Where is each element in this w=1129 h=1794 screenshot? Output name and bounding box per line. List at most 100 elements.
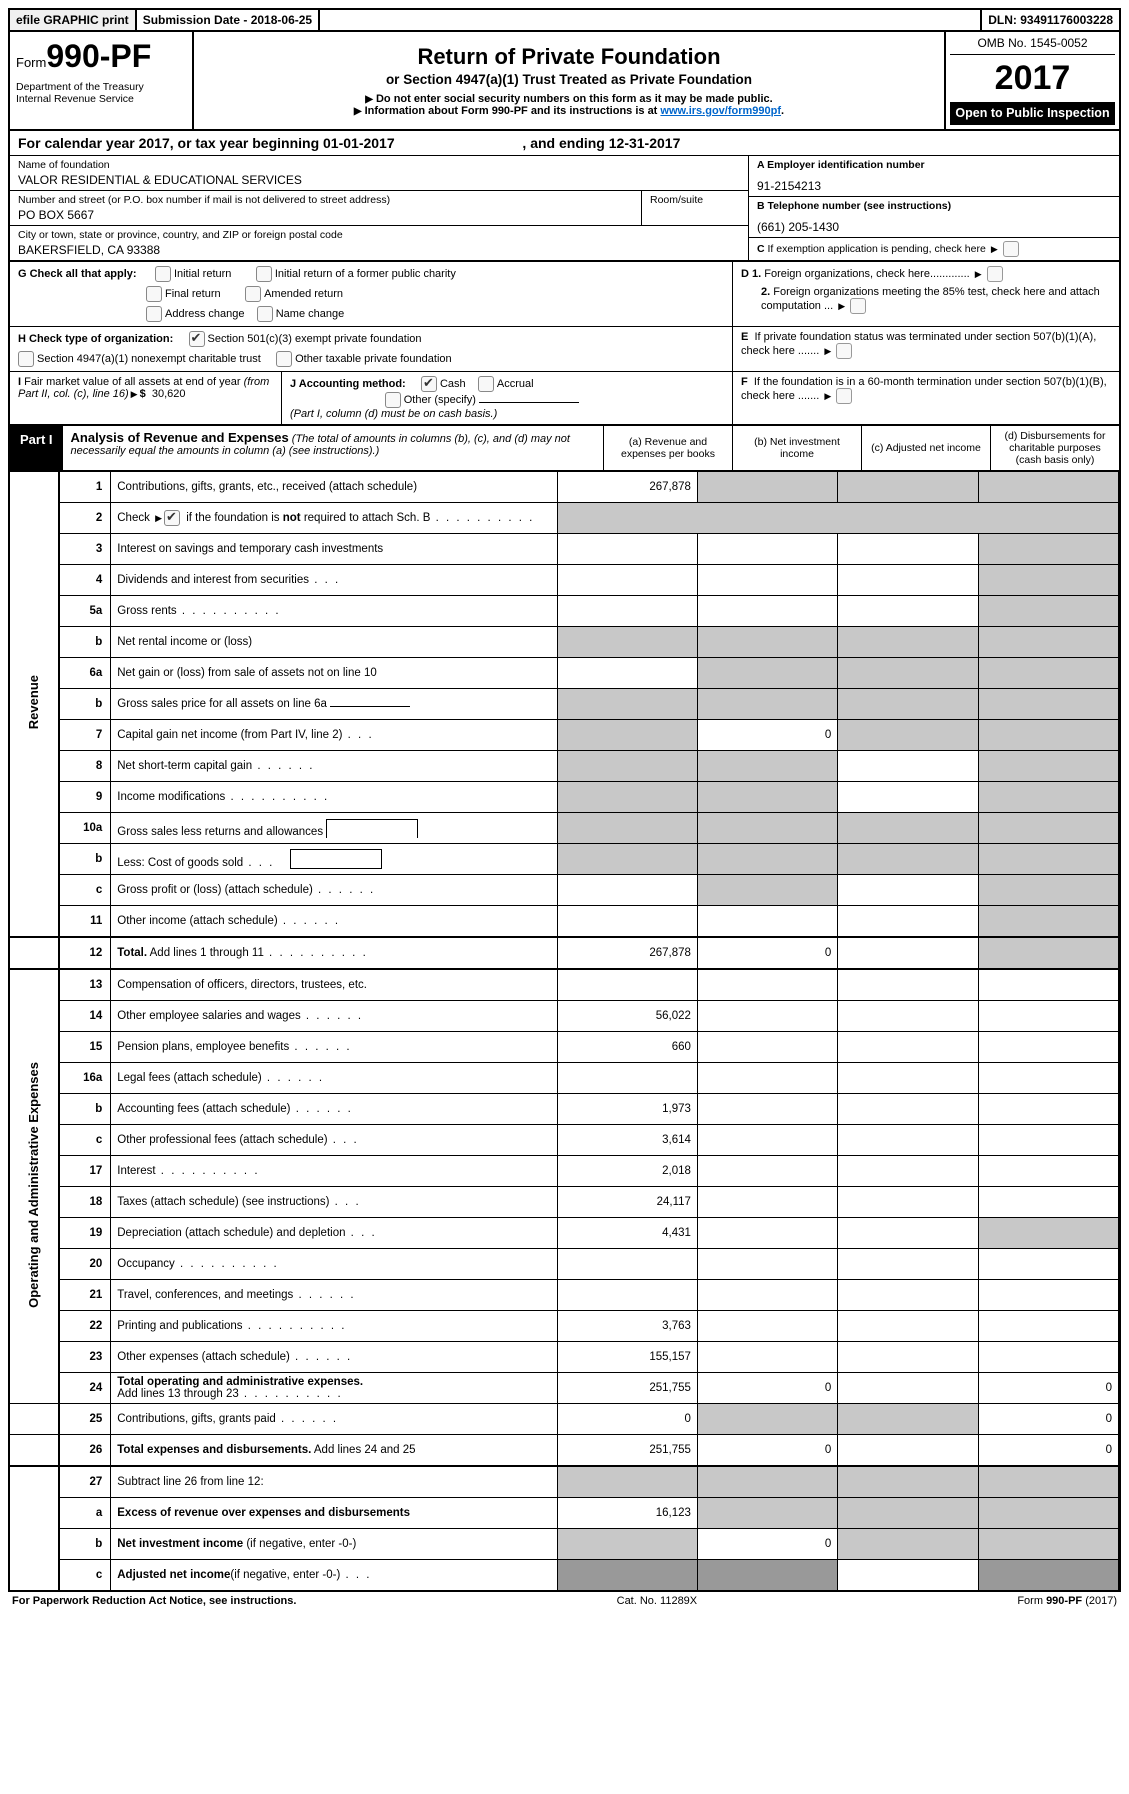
table-row: 16a Legal fees (attach schedule) — [10, 1063, 1119, 1094]
h-section: H Check type of organization: Section 50… — [10, 327, 733, 371]
schb-checkbox[interactable] — [164, 510, 180, 526]
h-4947-checkbox[interactable] — [18, 351, 34, 367]
address-row: Number and street (or P.O. box number if… — [10, 191, 748, 226]
revenue-vlabel: Revenue — [10, 472, 59, 937]
i-dollar: $ — [140, 388, 146, 400]
desc: Gross rents — [111, 596, 557, 627]
h-501c3-checkbox[interactable] — [189, 331, 205, 347]
arrow-icon — [354, 105, 365, 117]
ln: 10a — [59, 813, 111, 844]
irs-link[interactable]: www.irs.gov/form990pf — [660, 105, 781, 117]
form-number: 990-PF — [46, 38, 151, 74]
desc: Income modifications — [111, 782, 557, 813]
form-title: Return of Private Foundation — [198, 44, 940, 70]
desc: Less: Cost of goods sold — [111, 844, 557, 875]
j-accrual-checkbox[interactable] — [478, 376, 494, 392]
col-c-head: (c) Adjusted net income — [862, 426, 991, 470]
j-cash-checkbox[interactable] — [421, 376, 437, 392]
table-row: 19 Depreciation (attach schedule) and de… — [10, 1218, 1119, 1249]
desc: Other income (attach schedule) — [111, 906, 557, 938]
table-row: 27 Subtract line 26 from line 12: — [10, 1466, 1119, 1498]
table-row: c Other professional fees (attach schedu… — [10, 1125, 1119, 1156]
table-row: 7 Capital gain net income (from Part IV,… — [10, 720, 1119, 751]
arrow-icon — [822, 390, 833, 402]
efile-label: efile GRAPHIC print — [10, 10, 137, 30]
cal-year-begin: For calendar year 2017, or tax year begi… — [18, 135, 395, 151]
col-a-head: (a) Revenue and expenses per books — [604, 426, 733, 470]
cal-year-end: , and ending 12-31-2017 — [522, 135, 680, 151]
amt-b — [697, 534, 837, 565]
g-address-checkbox[interactable] — [146, 306, 162, 322]
g-initial-former-checkbox[interactable] — [256, 266, 272, 282]
h-e-row: H Check type of organization: Section 50… — [10, 327, 1119, 372]
table-row: 3 Interest on savings and temporary cash… — [10, 534, 1119, 565]
address: PO BOX 5667 — [18, 208, 633, 222]
d1-text: Foreign organizations, check here.......… — [764, 268, 969, 280]
g-final-checkbox[interactable] — [146, 286, 162, 302]
j-other-field[interactable] — [479, 402, 579, 403]
table-row: 2 Check if the foundation is not require… — [10, 503, 1119, 534]
form-prefix: Form — [16, 55, 46, 70]
addr-label: Number and street (or P.O. box number if… — [18, 194, 633, 206]
d2-checkbox[interactable] — [850, 298, 866, 314]
calendar-year-row: For calendar year 2017, or tax year begi… — [10, 131, 1119, 156]
table-row: 15 Pension plans, employee benefits 660 — [10, 1032, 1119, 1063]
table-row: b Net investment income (if negative, en… — [10, 1529, 1119, 1560]
table-row: 20 Occupancy — [10, 1249, 1119, 1280]
desc: Dividends and interest from securities — [111, 565, 557, 596]
form-header: Form990-PF Department of the Treasury In… — [10, 32, 1119, 131]
part-i-label: Part I — [10, 426, 63, 470]
d-section: D 1. Foreign organizations, check here..… — [733, 262, 1119, 326]
table-row: b Accounting fees (attach schedule) 1,97… — [10, 1094, 1119, 1125]
ln: 2 — [59, 503, 111, 534]
header-left: Form990-PF Department of the Treasury In… — [10, 32, 194, 129]
ln: 12 — [59, 937, 111, 969]
part-i-header: Part I Analysis of Revenue and Expenses … — [10, 424, 1119, 472]
footer-left: For Paperwork Reduction Act Notice, see … — [12, 1595, 296, 1607]
table-row: 24 Total operating and administrative ex… — [10, 1373, 1119, 1404]
desc: Capital gain net income (from Part IV, l… — [111, 720, 557, 751]
g-amended-checkbox[interactable] — [245, 286, 261, 302]
desc: Total. Add lines 1 through 11 — [111, 937, 557, 969]
desc: Contributions, gifts, grants, etc., rece… — [111, 472, 557, 503]
table-row: 4 Dividends and interest from securities — [10, 565, 1119, 596]
g-name-checkbox[interactable] — [257, 306, 273, 322]
ln: 4 — [59, 565, 111, 596]
c-checkbox[interactable] — [1003, 241, 1019, 257]
f-checkbox[interactable] — [836, 388, 852, 404]
j-other-checkbox[interactable] — [385, 392, 401, 408]
table-row: Revenue 1 Contributions, gifts, grants, … — [10, 472, 1119, 503]
ln: 5a — [59, 596, 111, 627]
tax-year: 2017 — [950, 59, 1115, 98]
table-row: c Adjusted net income(if negative, enter… — [10, 1560, 1119, 1591]
arrow-icon — [836, 300, 847, 312]
g-initial-checkbox[interactable] — [155, 266, 171, 282]
i-value: 30,620 — [152, 388, 186, 400]
desc: Net rental income or (loss) — [111, 627, 557, 658]
i-section: I Fair market value of all assets at end… — [10, 372, 282, 424]
arrow-icon — [973, 268, 984, 280]
j-label: J Accounting method: — [290, 378, 406, 390]
table-row: c Gross profit or (loss) (attach schedul… — [10, 875, 1119, 906]
amt-merged — [557, 503, 1118, 534]
tel-label: B Telephone number (see instructions) — [757, 200, 1111, 212]
table-row: 6a Net gain or (loss) from sale of asset… — [10, 658, 1119, 689]
h-o2: Section 4947(a)(1) nonexempt charitable … — [37, 353, 261, 365]
arrow-icon — [989, 243, 1000, 255]
e-section: E If private foundation status was termi… — [733, 327, 1119, 371]
e-checkbox[interactable] — [836, 343, 852, 359]
desc: Interest on savings and temporary cash i… — [111, 534, 557, 565]
h-other-checkbox[interactable] — [276, 351, 292, 367]
f-section: F If the foundation is in a 60-month ter… — [733, 372, 1119, 424]
d2-text: Foreign organizations meeting the 85% te… — [761, 286, 1100, 312]
ln: 8 — [59, 751, 111, 782]
city-cell: City or town, state or province, country… — [10, 226, 748, 260]
g-label: G Check all that apply: — [18, 268, 137, 280]
ein-value: 91-2154213 — [757, 179, 1111, 193]
table-row: 8 Net short-term capital gain — [10, 751, 1119, 782]
j-section: J Accounting method: Cash Accrual Other … — [282, 372, 733, 424]
g-o3: Final return — [165, 288, 221, 300]
form-container: efile GRAPHIC print Submission Date - 20… — [8, 8, 1121, 1592]
d1-checkbox[interactable] — [987, 266, 1003, 282]
c-label: C If exemption application is pending, c… — [757, 243, 986, 255]
